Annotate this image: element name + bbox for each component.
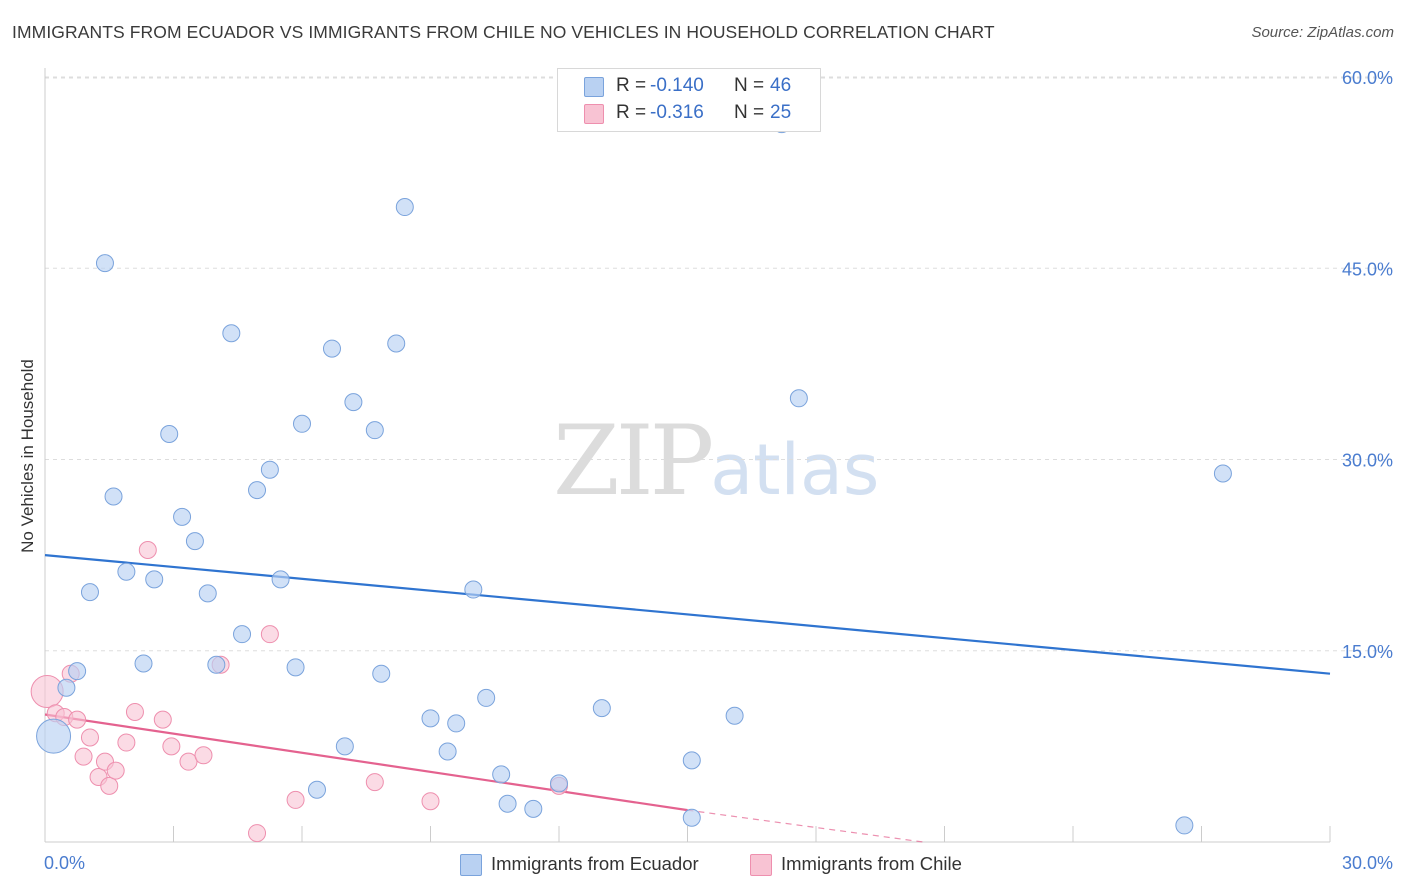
ecuador-point — [185, 532, 204, 551]
x-tick-label: 0.0% — [44, 853, 85, 873]
ecuador-point — [447, 714, 466, 733]
ecuador-point — [104, 487, 123, 506]
ecuador-point — [57, 678, 76, 697]
chile-point — [106, 761, 125, 780]
ecuador-point — [260, 460, 279, 479]
source-label: Source: ZipAtlas.com — [1251, 24, 1394, 41]
chile-point — [125, 702, 144, 721]
ecuador-point — [271, 570, 290, 589]
chile-point — [179, 752, 198, 771]
ecuador-point — [524, 799, 543, 818]
ecuador-point — [550, 774, 568, 793]
ecuador-point — [372, 664, 391, 683]
legend-r-value: -0.140 — [650, 75, 704, 96]
chile-legend-label: Immigrants from Chile — [781, 853, 962, 874]
data-points — [30, 115, 1232, 843]
ecuador-point — [80, 583, 99, 602]
legend-n-value: 25 — [770, 102, 792, 123]
trend-lines — [44, 554, 1331, 843]
ecuador-point — [322, 339, 341, 358]
ecuador-point — [682, 808, 701, 827]
chile-point — [248, 824, 267, 843]
chile-point — [100, 776, 119, 795]
tick-labels: 15.0% 30.0% 45.0% 60.0% 0.0% 30.0% — [44, 68, 1393, 873]
ecuador-point — [173, 507, 192, 526]
chile-trend-extension — [687, 809, 924, 843]
ecuador-point — [421, 709, 440, 728]
y-tick-label: 45.0% — [1342, 259, 1393, 279]
chile-point — [260, 625, 279, 644]
ecuador-point — [95, 254, 114, 273]
ecuador-point — [207, 655, 226, 674]
ecuador-point — [344, 393, 363, 412]
x-tick-label: 30.0% — [1342, 853, 1393, 873]
ecuador-point — [477, 688, 496, 707]
ecuador-swatch — [584, 77, 604, 97]
ecuador-legend-label: Immigrants from Ecuador — [491, 853, 699, 874]
legend: R = -0.140 N = 46 R = -0.316 N = 25 — [557, 68, 821, 132]
y-tick-label: 60.0% — [1342, 68, 1393, 88]
y-tick-label: 15.0% — [1342, 642, 1393, 662]
legend-r-label: R = — [616, 75, 647, 96]
ecuador-point — [335, 737, 354, 756]
ecuador-trend-line — [44, 554, 1331, 675]
chile-point — [153, 710, 172, 729]
legend-r-label: R = — [616, 102, 647, 123]
chile-point — [68, 710, 87, 729]
y-tick-label: 30.0% — [1342, 451, 1393, 471]
ecuador-point — [725, 706, 744, 725]
chile-point — [162, 737, 181, 756]
legend-r-value: -0.316 — [650, 102, 704, 123]
ecuador-point — [1175, 816, 1194, 835]
ecuador-point — [492, 765, 511, 784]
chile-point — [421, 792, 440, 811]
chile-legend-swatch — [750, 854, 772, 876]
legend-n-value: 46 — [770, 75, 792, 96]
ecuador-point — [117, 562, 136, 581]
ecuador-point — [395, 198, 414, 217]
chile-point — [74, 747, 93, 766]
ecuador-point — [682, 751, 701, 770]
ecuador-point — [387, 334, 406, 353]
ecuador-legend-swatch — [460, 854, 482, 876]
ecuador-point — [293, 414, 311, 433]
ecuador-point — [248, 481, 267, 500]
ecuador-point — [789, 389, 808, 408]
ecuador-point — [286, 658, 305, 677]
ecuador-point — [198, 584, 217, 603]
ecuador-point — [36, 718, 72, 754]
ecuador-point — [222, 324, 241, 343]
ecuador-point — [464, 580, 483, 599]
chile-point — [138, 541, 157, 560]
ecuador-point — [498, 794, 517, 813]
ecuador-point — [592, 699, 611, 718]
ecuador-point — [365, 421, 384, 440]
chile-point — [286, 790, 305, 809]
ecuador-point — [145, 570, 164, 589]
legend-n-label: N = — [734, 102, 765, 123]
ecuador-point — [1213, 464, 1232, 483]
ecuador-point — [68, 662, 87, 681]
chile-trend-line — [44, 713, 688, 812]
chile-point — [365, 773, 384, 792]
series-legend: Immigrants from Ecuador Immigrants from … — [0, 852, 1406, 878]
ecuador-point — [307, 780, 326, 799]
ecuador-point — [160, 425, 179, 443]
chile-point — [117, 733, 136, 752]
legend-n-label: N = — [734, 75, 765, 96]
chile-point — [80, 728, 99, 747]
chart-title: IMMIGRANTS FROM ECUADOR VS IMMIGRANTS FR… — [12, 22, 995, 42]
ecuador-point — [438, 742, 457, 761]
gridlines — [45, 76, 1392, 652]
chile-point — [194, 746, 213, 765]
ecuador-point — [134, 654, 153, 673]
ecuador-point — [233, 625, 252, 644]
chile-swatch — [584, 104, 604, 124]
axes — [44, 68, 1331, 843]
